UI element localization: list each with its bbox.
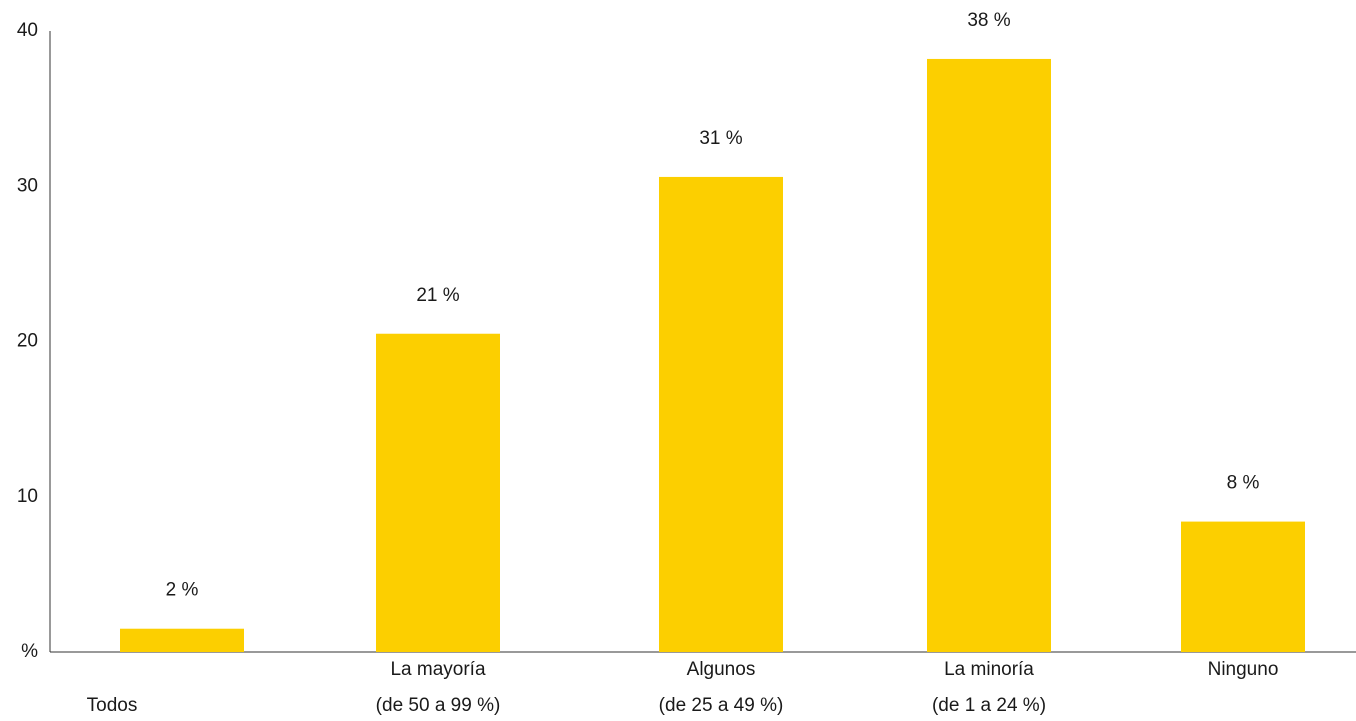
bar (659, 176, 783, 652)
x-tick-label: (de 1 a 24 %) (932, 695, 1046, 716)
x-tick-label: (de 25 a 49 %) (659, 695, 784, 716)
x-tick-label: Algunos (687, 659, 756, 680)
value-label: 21 % (416, 285, 459, 306)
x-tick-label: La minoría (944, 659, 1034, 680)
y-tick-label: 40 (17, 20, 38, 41)
y-tick-label: 30 (17, 175, 38, 196)
x-tick-label: Ninguno (1208, 659, 1279, 680)
x-tick-label: (de 50 a 99 %) (376, 695, 501, 716)
bar (1181, 521, 1305, 652)
bar (927, 58, 1051, 652)
value-label: 8 % (1227, 473, 1260, 494)
y-tick-label: % (21, 641, 38, 662)
y-tick-label: 20 (17, 331, 38, 352)
value-label: 38 % (967, 10, 1010, 31)
bar (120, 628, 244, 652)
x-tick-label: Todos (87, 695, 138, 716)
x-tick-label: La mayoría (390, 659, 485, 680)
value-label: 31 % (699, 128, 742, 149)
value-label: 2 % (166, 580, 199, 601)
y-tick-label: 10 (17, 486, 38, 507)
bar (376, 333, 500, 652)
